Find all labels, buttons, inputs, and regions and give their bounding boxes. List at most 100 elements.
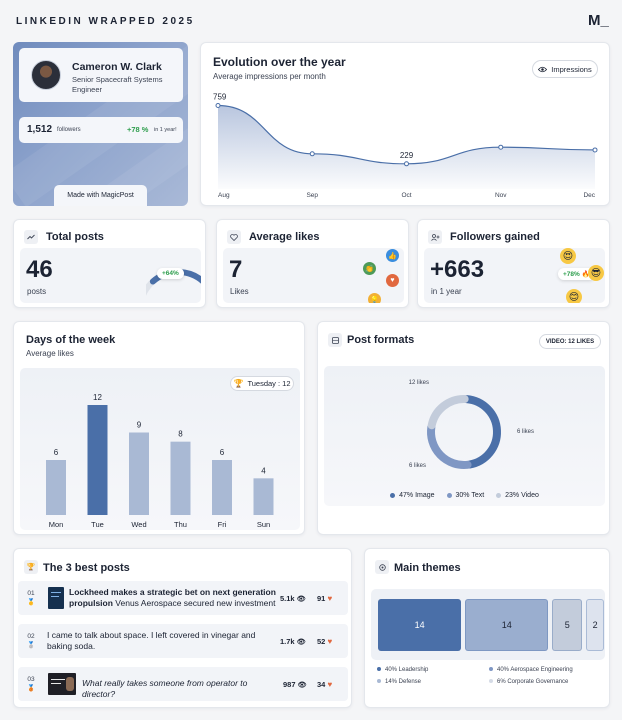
trend-icon — [24, 230, 38, 244]
average-likes-title: Average likes — [249, 231, 320, 243]
trophy-icon: 🏆 — [233, 379, 244, 388]
video-likes-badge: VIDEO: 12 LIKES — [539, 334, 601, 349]
day-category-label: Sun — [257, 520, 270, 529]
heart-icon: ♥ — [327, 637, 333, 646]
profile-header: Cameron W. Clark Senior Spacecraft Syste… — [19, 48, 183, 102]
theme-box: 5 — [552, 599, 583, 651]
impressions-label: Impressions — [551, 64, 592, 74]
days-title: Days of the week — [26, 334, 116, 346]
legend-aerospace: 40% Aerospace Engineering — [489, 667, 573, 673]
evolution-point — [215, 103, 221, 109]
best-day-label: Tuesday : 12 — [247, 379, 291, 388]
target-icon — [375, 560, 389, 574]
day-value-label: 9 — [137, 421, 142, 430]
posts-growth-badge: +64% — [157, 268, 184, 279]
days-chart-area — [20, 368, 300, 530]
evolution-card: Evolution over the year Average impressi… — [200, 42, 610, 206]
post-views: 5.1k 👁 — [280, 594, 306, 603]
growth-value: +78 % — [127, 125, 149, 134]
made-with-magicpost-button[interactable]: Made with MagicPost — [54, 185, 147, 206]
total-posts-card: Total posts 46 posts +64% — [13, 219, 206, 308]
evolution-x-tick: Oct — [401, 192, 411, 199]
formats-donut-chart: 6 likes 6 likes 12 likes — [409, 380, 534, 469]
best-day-badge: 🏆 Tuesday : 12 — [230, 376, 294, 391]
legend-leadership: 40% Leadership — [377, 667, 428, 673]
impressions-toggle[interactable]: Impressions — [532, 60, 598, 78]
post-text: Lockheed makes a strategic bet on next g… — [69, 587, 276, 608]
post-rank: 03 🥉 — [26, 676, 36, 692]
post-row-1[interactable]: 01 🥇 Lockheed makes a strategic bet on ne… — [18, 581, 348, 615]
post-row-2[interactable]: 02 🥈 I came to talk about space. I left c… — [18, 624, 348, 658]
post-thumbnail — [48, 587, 64, 609]
post-formats-card: Post formats VIDEO: 12 LIKES 6 likes 6 li… — [317, 321, 610, 535]
followers-label: followers — [57, 127, 81, 133]
day-bar — [46, 460, 66, 515]
themes-treemap: 14 14 5 2 — [365, 549, 611, 709]
legend-video: 23% Video — [496, 492, 539, 499]
post-likes: 52 ♥ — [317, 637, 333, 646]
profile-name: Cameron W. Clark — [72, 61, 162, 73]
donut-slice-label: 12 likes — [409, 380, 429, 386]
total-posts-value: 46 — [26, 256, 53, 283]
evolution-point — [404, 161, 409, 167]
formats-chart-area — [324, 366, 605, 506]
day-category-label: Wed — [131, 520, 146, 529]
best-posts-title: The 3 best posts — [43, 562, 130, 574]
user-plus-icon — [428, 230, 442, 244]
heart-icon: ♥ — [327, 680, 333, 689]
heart-icon: ♥ — [327, 594, 333, 603]
followers-value: 1,512 — [27, 124, 53, 135]
average-likes-card: Average likes 7 Likes 👍 👏 ♥ 💡 — [216, 219, 409, 308]
day-bar — [212, 460, 232, 515]
eye-icon: 👁 — [296, 639, 306, 646]
evolution-x-tick: Nov — [495, 192, 507, 199]
post-text: What really takes someone from operator … — [82, 678, 248, 699]
followers-gained-value: +663 — [430, 256, 485, 283]
main-themes-title: Main themes — [394, 562, 461, 574]
donut-slice — [427, 395, 469, 430]
day-bar — [253, 478, 274, 515]
donut-slice — [427, 423, 472, 469]
day-value-label: 6 — [220, 448, 225, 457]
evolution-data-label: 759 — [213, 93, 227, 102]
legend-defense: 14% Defense — [377, 679, 421, 685]
day-value-label: 6 — [54, 448, 59, 457]
total-posts-label: posts — [27, 287, 47, 296]
followers-box: 1,512 followers +78 % in 1 year! — [19, 117, 183, 143]
day-bar — [129, 432, 149, 515]
evolution-point — [592, 147, 598, 153]
day-value-label: 8 — [178, 430, 183, 439]
post-likes: 91 ♥ — [317, 594, 333, 603]
formats-legend: 47% Image 30% Text 23% Video — [318, 492, 611, 499]
evolution-x-tick: Sep — [306, 192, 318, 199]
post-row-3[interactable]: 03 🥉 What really takes someone from opera… — [18, 667, 348, 701]
theme-box: 14 — [378, 599, 462, 651]
evolution-area — [218, 105, 595, 189]
grid-icon — [328, 333, 342, 347]
legend-image: 47% Image — [390, 492, 435, 499]
growth-label: in 1 year! — [154, 127, 177, 133]
post-formats-title: Post formats — [347, 334, 415, 346]
avatar — [31, 60, 61, 90]
celebrate-reaction-icon: 👏 — [363, 262, 376, 275]
profile-card: Cameron W. Clark Senior Spacecraft Syste… — [13, 42, 188, 206]
profile-role: Senior Spacecraft Systems Engineer — [72, 75, 163, 94]
followers-gained-inner: +663 in 1 year 😍 +78% 🔥 😎 😊 — [424, 248, 605, 303]
followers-gained-card: Followers gained +663 in 1 year 😍 +78% 🔥… — [417, 219, 610, 308]
evolution-subtitle: Average impressions per month — [213, 72, 326, 81]
day-category-label: Fri — [218, 520, 227, 529]
average-likes-inner: 7 Likes 👍 👏 ♥ 💡 — [223, 248, 404, 303]
donut-slice-label: 6 likes — [517, 429, 534, 435]
day-category-label: Tue — [91, 520, 104, 529]
total-posts-inner: 46 posts +64% — [20, 248, 201, 303]
total-posts-title: Total posts — [46, 231, 104, 243]
trophy-icon: 🏆 — [24, 560, 38, 574]
evolution-point — [498, 144, 504, 150]
evolution-data-label: 229 — [400, 151, 414, 160]
post-views: 1.7k 👁 — [280, 637, 306, 646]
smile-emoji-icon: 😊 — [566, 289, 582, 303]
legend-text: 30% Text — [446, 492, 484, 499]
day-category-label: Thu — [174, 520, 187, 529]
love-reaction-icon: ♥ — [386, 274, 399, 287]
eye-icon: 👁 — [296, 596, 306, 603]
